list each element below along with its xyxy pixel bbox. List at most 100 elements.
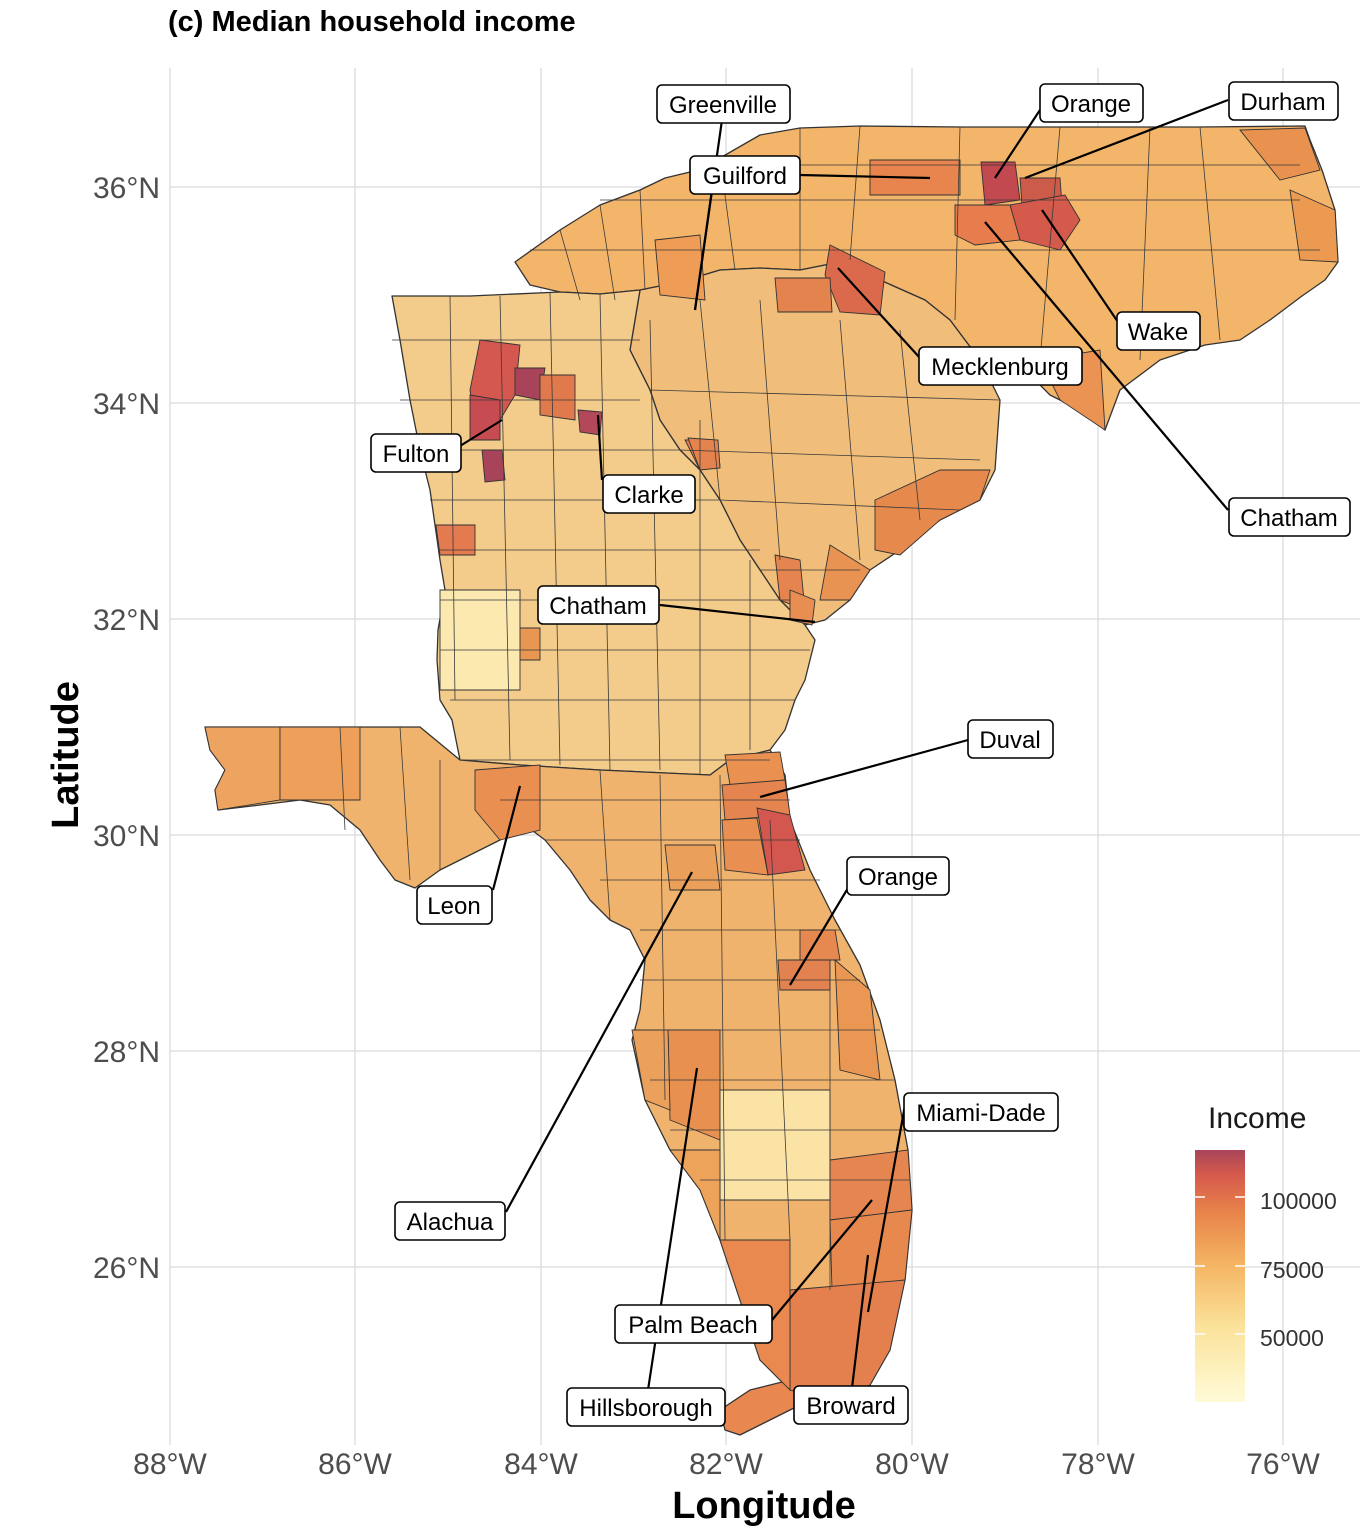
label-guilford: Guilford xyxy=(689,155,801,195)
x-tick: 84°W xyxy=(504,1448,578,1481)
legend-label: 100000 xyxy=(1260,1188,1337,1214)
county-broward xyxy=(829,1209,913,1291)
legend: Income 100000 75000 50000 xyxy=(1195,1102,1337,1402)
county-gwinnett xyxy=(539,374,576,421)
legend-label: 50000 xyxy=(1260,1325,1324,1351)
label-clarke: Clarke xyxy=(602,474,696,514)
county-fayette xyxy=(481,449,506,483)
label-miami-dade: Miami-Dade xyxy=(903,1092,1059,1132)
x-tick: 86°W xyxy=(318,1448,392,1481)
county-ne-nc xyxy=(1239,127,1321,181)
county-leon xyxy=(474,764,541,841)
leader-chatham-nc xyxy=(984,221,1229,511)
label-orange-nc: Orange xyxy=(1039,83,1144,123)
leader-guilford-b xyxy=(799,173,931,180)
y-tick: 36°N xyxy=(93,172,160,205)
label-palm-beach: Palm Beach xyxy=(614,1304,773,1344)
legend-title: Income xyxy=(1208,1102,1306,1135)
leader-fulton xyxy=(459,419,503,447)
county-orange-fl xyxy=(777,959,831,991)
svg-text:Broward: Broward xyxy=(806,1393,895,1420)
label-duval: Duval xyxy=(967,719,1054,759)
svg-text:Duval: Duval xyxy=(979,727,1040,754)
leader-clarke xyxy=(596,414,604,481)
label-wake: Wake xyxy=(1116,311,1201,351)
county-escambia xyxy=(204,726,281,811)
county-miami-dade xyxy=(789,1279,906,1401)
leader-palm-beach xyxy=(771,1199,873,1321)
y-tick: 34°N xyxy=(93,388,160,421)
label-fulton: Fulton xyxy=(370,433,462,473)
svg-text:Wake: Wake xyxy=(1128,319,1188,346)
svg-text:Miami-Dade: Miami-Dade xyxy=(916,1100,1045,1127)
x-tick: 80°W xyxy=(875,1448,949,1481)
svg-text:Fulton: Fulton xyxy=(383,441,450,468)
label-alachua: Alachua xyxy=(394,1201,506,1241)
county-beaufort-sc xyxy=(819,544,871,601)
label-broward: Broward xyxy=(793,1385,909,1425)
leader-guilford-a xyxy=(693,189,714,311)
leader-wake xyxy=(1041,209,1121,326)
label-mecklenburg: Mecklenburg xyxy=(918,346,1083,386)
x-tick: 78°W xyxy=(1061,1448,1135,1481)
svg-text:Mecklenburg: Mecklenburg xyxy=(931,354,1068,381)
y-axis-title: Latitude xyxy=(45,681,87,829)
svg-text:Guilford: Guilford xyxy=(703,163,787,190)
leader-chatham-ga xyxy=(659,603,816,624)
label-chatham-nc: Chatham xyxy=(1228,497,1351,537)
label-leon: Leon xyxy=(416,885,493,925)
svg-text:Orange: Orange xyxy=(858,864,938,891)
y-tick: 28°N xyxy=(93,1036,160,1069)
svg-text:Greenville: Greenville xyxy=(669,92,777,119)
legend-colorbar xyxy=(1195,1150,1245,1402)
county-palm-beach xyxy=(829,1149,913,1221)
y-axis-ticks: 36°N 34°N 32°N 30°N 28°N 26°N xyxy=(93,172,160,1285)
county-union-nc xyxy=(774,277,833,313)
county-greenville xyxy=(654,234,706,301)
county-highlights xyxy=(204,127,1339,1401)
leader-durham xyxy=(1024,98,1229,180)
svg-text:Leon: Leon xyxy=(427,893,480,920)
y-tick: 26°N xyxy=(93,1252,160,1285)
svg-text:Chatham: Chatham xyxy=(549,593,646,620)
label-chatham-ga: Chatham xyxy=(537,585,660,625)
svg-text:Hillsborough: Hillsborough xyxy=(579,1395,712,1422)
leader-orange-fl xyxy=(789,887,849,986)
svg-text:Alachua: Alachua xyxy=(407,1209,494,1236)
chart-title: (c) Median household income xyxy=(168,6,576,38)
county-alachua xyxy=(664,844,721,891)
county-mecklenburg xyxy=(824,244,886,316)
x-tick: 88°W xyxy=(133,1448,207,1481)
county-cobb xyxy=(469,394,501,441)
y-tick: 30°N xyxy=(93,820,160,853)
county-interior-light xyxy=(719,1089,831,1201)
x-tick: 76°W xyxy=(1246,1448,1320,1481)
county-clay xyxy=(721,817,769,876)
x-tick: 82°W xyxy=(689,1448,763,1481)
label-greenville: Greenville xyxy=(656,84,791,124)
leader-orange-nc xyxy=(994,109,1041,179)
county-chatham-ga xyxy=(789,589,816,626)
county-okaloosa xyxy=(279,726,361,801)
x-axis-title: Longitude xyxy=(672,1485,856,1527)
label-durham: Durham xyxy=(1228,81,1339,121)
label-orange-fl: Orange xyxy=(846,856,950,896)
svg-text:Orange: Orange xyxy=(1051,91,1131,118)
county-labels: Greenville Guilford Orange Durham Wake M… xyxy=(370,81,1351,1427)
svg-text:Durham: Durham xyxy=(1240,89,1325,116)
county-dare xyxy=(1289,189,1339,263)
svg-text:Chatham: Chatham xyxy=(1240,505,1337,532)
legend-label: 75000 xyxy=(1260,1257,1324,1283)
leader-duval xyxy=(759,738,969,799)
county-muscogee xyxy=(435,524,476,556)
svg-text:Clarke: Clarke xyxy=(614,482,683,509)
county-lee xyxy=(669,1149,721,1241)
leader-miami-dade xyxy=(866,1104,907,1313)
leader-leon xyxy=(491,785,522,891)
y-tick: 32°N xyxy=(93,604,160,637)
svg-text:Palm Beach: Palm Beach xyxy=(628,1312,757,1339)
county-columbia xyxy=(687,437,721,471)
leader-alachua xyxy=(505,871,693,1213)
leader-broward xyxy=(850,1254,870,1389)
label-hillsborough: Hillsborough xyxy=(566,1387,726,1427)
